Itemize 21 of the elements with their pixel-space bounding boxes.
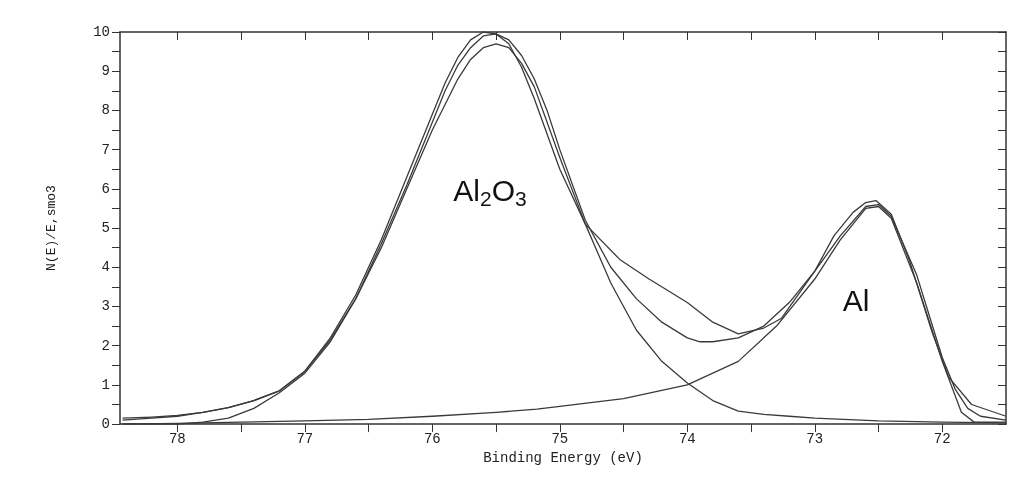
y-tick-label: 10 (93, 24, 110, 40)
y-tick-label: 4 (101, 259, 110, 276)
y-tick-label: 9 (101, 63, 110, 80)
y-tick-label: 6 (101, 180, 110, 197)
x-tick-label: 76 (423, 431, 441, 448)
y-tick-label: 8 (101, 102, 110, 119)
x-axis-title: Binding Energy (eV) (483, 450, 643, 466)
y-tick-label: 0 (101, 416, 110, 433)
x-tick-label: 72 (933, 431, 951, 448)
y-axis-title: N(E)/E,smo3 (44, 185, 59, 271)
annotation: Al (842, 283, 870, 317)
x-tick-label: 73 (806, 431, 824, 448)
x-tick-label: 77 (296, 431, 314, 448)
y-tick-label: 7 (101, 141, 110, 158)
x-tick-label: 75 (551, 431, 569, 448)
y-tick-label: 2 (101, 337, 110, 354)
y-tick-label: 5 (101, 220, 110, 237)
x-tick-label: 78 (168, 431, 186, 448)
y-tick-label: 1 (101, 376, 110, 393)
y-tick-label: 3 (101, 298, 110, 315)
x-tick-label: 74 (678, 431, 696, 448)
